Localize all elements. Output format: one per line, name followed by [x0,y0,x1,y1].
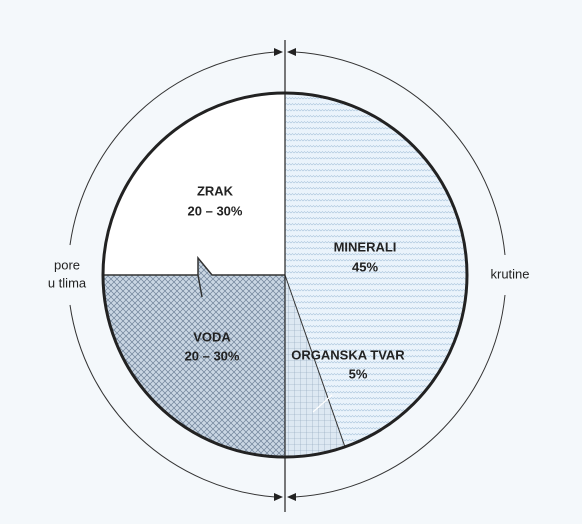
left-arc [69,51,276,498]
segment-value: 5% [349,366,368,381]
minerali-area [285,93,467,457]
segment-value: 20 – 30% [185,348,240,363]
segment-name: MINERALI [334,239,397,254]
side-label: u tlima [48,275,87,290]
segment-name: ZRAK [197,183,234,198]
side-label: pore [54,257,80,272]
right-arc [294,51,506,498]
leader [312,394,333,413]
side-label: krutine [490,266,529,281]
voda-area [103,258,285,457]
segment-value: 45% [352,259,378,274]
segment-name: VODA [193,329,231,344]
segment-name: ORGANSKA TVAR [291,347,405,362]
water-line [103,255,285,298]
segment-value: 20 – 30% [188,203,243,218]
